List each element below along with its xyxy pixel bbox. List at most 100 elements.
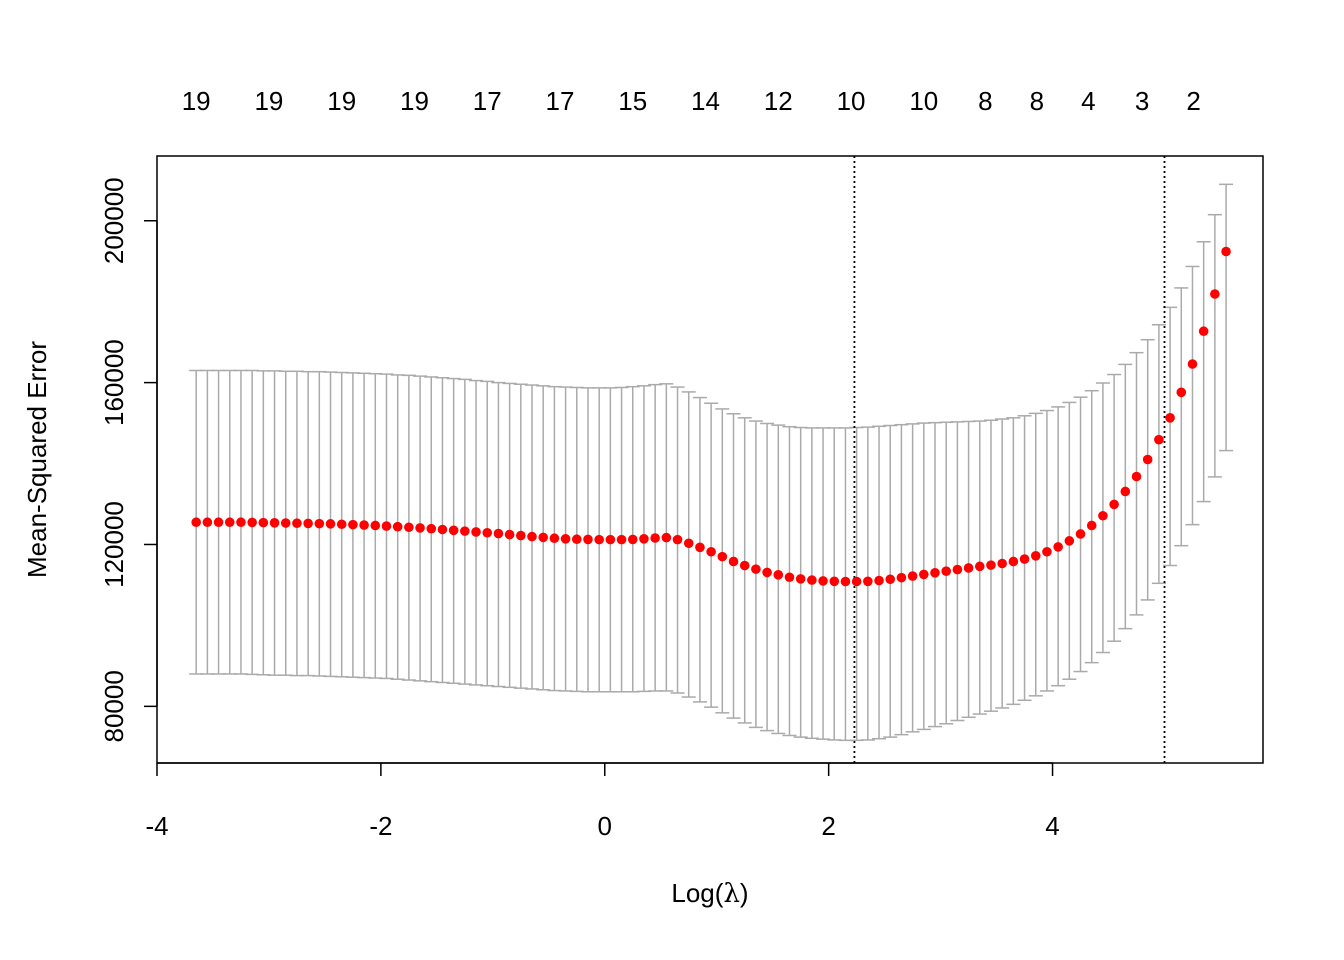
y-axis-label: Mean-Squared Error (22, 341, 52, 578)
mse-point (717, 551, 728, 562)
mse-point (963, 563, 974, 573)
mse-point (381, 521, 392, 531)
mse-point (571, 534, 582, 545)
top-count-label: 19 (327, 86, 356, 116)
mse-point (1098, 510, 1108, 521)
mse-point (314, 518, 325, 529)
mse-point (639, 534, 649, 544)
mse-point (672, 534, 683, 545)
mse-point (549, 533, 560, 544)
top-count-label: 10 (909, 86, 938, 116)
mse-point (784, 572, 795, 583)
mse-point (594, 534, 604, 545)
mse-point (303, 518, 313, 529)
mse-point (896, 572, 907, 583)
mse-point (616, 534, 627, 545)
mse-point (1075, 529, 1086, 539)
mse-point (516, 530, 526, 541)
reference-lines (853, 156, 1166, 763)
mse-point (706, 546, 716, 557)
y-tick-label: 160000 (99, 339, 129, 426)
mse-point (1120, 486, 1131, 497)
y-tick-label: 80000 (99, 670, 129, 742)
x-axis: -4 -2 0 2 4 (145, 762, 1060, 841)
top-count-label: 8 (1030, 86, 1044, 116)
mse-point (795, 574, 806, 584)
mse-point (840, 576, 851, 587)
x-axis-label: Log(λ) (671, 878, 748, 909)
mse-point (885, 574, 896, 585)
mse-point (538, 532, 549, 543)
top-count-label: 12 (764, 86, 793, 116)
mse-point (627, 534, 638, 545)
mse-point (392, 521, 403, 532)
mse-point (202, 517, 213, 528)
mse-point (695, 542, 705, 553)
x-tick-label: 2 (821, 811, 835, 841)
mse-point (504, 529, 515, 540)
x-tick-label: 4 (1045, 811, 1059, 841)
top-count-label: 19 (182, 86, 211, 116)
x-tick-label: 0 (598, 811, 612, 841)
mse-point (1154, 434, 1164, 445)
mse-point (1008, 556, 1019, 567)
mse-point (1086, 520, 1097, 531)
mse-point (448, 525, 459, 536)
mse-point (986, 560, 996, 570)
mse-point (437, 524, 448, 535)
top-count-label: 19 (254, 86, 283, 116)
mse-point (493, 528, 504, 539)
nonzero-coefficient-count-labels: 19 19 19 19 17 17 15 14 12 10 10 8 8 4 3 2 (182, 86, 1201, 116)
mse-points (191, 246, 1231, 587)
y-tick-label: 120000 (99, 501, 129, 588)
mse-point (650, 533, 660, 543)
mse-point (1142, 454, 1153, 465)
mse-point (974, 561, 985, 572)
mse-point (930, 568, 940, 578)
error-bars (189, 183, 1234, 742)
mse-point (728, 556, 739, 567)
mse-point (605, 534, 616, 545)
mse-point (280, 518, 291, 528)
mse-point (336, 519, 347, 530)
mse-point (751, 564, 761, 574)
mse-point (1187, 359, 1198, 369)
top-count-label: 2 (1186, 86, 1200, 116)
plot-frame (156, 155, 1264, 764)
mse-point (818, 576, 828, 586)
mse-point (292, 518, 302, 529)
mse-point (762, 567, 772, 578)
mse-point (683, 538, 694, 549)
mse-point (1176, 387, 1187, 398)
mse-point (807, 575, 817, 585)
mse-point (851, 576, 862, 587)
mse-point (527, 531, 537, 542)
mse-point (325, 519, 336, 529)
x-tick-label: -4 (145, 811, 168, 841)
mse-point (829, 576, 840, 587)
mse-point (907, 571, 918, 581)
mse-point (359, 520, 369, 530)
mse-point (1210, 289, 1220, 299)
mse-point (1109, 499, 1119, 510)
mse-point (247, 517, 257, 528)
mse-point (1019, 554, 1030, 564)
mse-point (415, 523, 425, 533)
mse-point (191, 517, 201, 528)
y-axis: 80000 120000 160000 200000 (99, 177, 158, 743)
mse-point (1131, 471, 1142, 482)
mse-point (952, 564, 963, 575)
mse-point (941, 566, 952, 576)
mse-point (739, 560, 750, 571)
top-count-label: 10 (837, 86, 866, 116)
mse-point (404, 522, 414, 533)
mse-point (471, 527, 481, 537)
mse-point (426, 523, 437, 534)
top-count-label: 14 (691, 86, 720, 116)
mse-point (1030, 551, 1041, 561)
mse-point (482, 527, 493, 538)
mse-point (1053, 542, 1063, 552)
mse-point (236, 517, 246, 528)
top-count-label: 19 (400, 86, 429, 116)
